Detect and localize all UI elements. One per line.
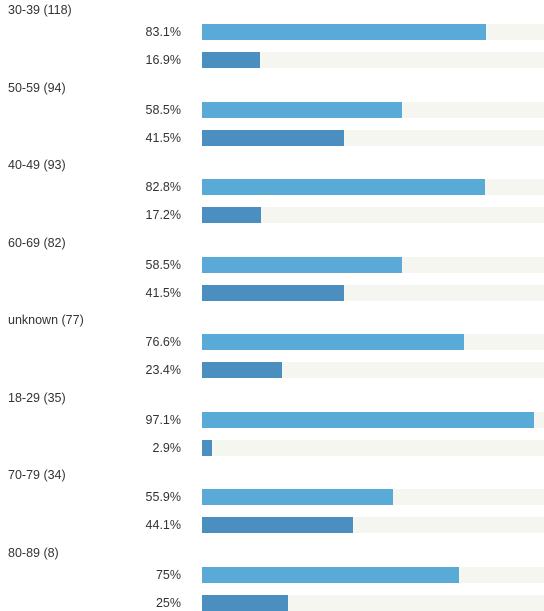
bar-value-label: 58.5%	[145, 257, 181, 272]
bar	[202, 207, 261, 223]
bar	[202, 284, 344, 301]
bar-track	[202, 101, 544, 118]
bar-track	[202, 129, 544, 146]
bar-value-label: 41.5%	[145, 285, 181, 300]
bar-track	[202, 24, 544, 40]
bar-track	[202, 411, 544, 428]
bar	[202, 24, 487, 40]
bar-track	[202, 284, 544, 301]
group-label: 40-49 (93)	[8, 158, 66, 172]
bar-value-label: 25%	[155, 595, 181, 610]
group-label: 60-69 (82)	[8, 235, 66, 250]
bar-value-label: 16.9%	[145, 53, 181, 67]
group-label: 80-89 (8)	[8, 545, 59, 560]
bar-track	[202, 207, 544, 223]
bar-value-label: 44.1%	[145, 518, 181, 532]
bar	[202, 594, 288, 611]
bar-value-label: 97.1%	[145, 412, 181, 427]
bar-value-label: 58.5%	[145, 102, 181, 117]
bar-track	[202, 362, 544, 378]
bar-track	[202, 439, 544, 456]
group-label: 50-59 (94)	[8, 80, 66, 95]
group-label: 70-79 (34)	[8, 468, 66, 482]
bar	[202, 256, 403, 273]
bar	[202, 52, 260, 68]
bar	[202, 334, 464, 350]
bar-value-label: 41.5%	[145, 130, 181, 145]
bar-track	[202, 517, 544, 533]
bar-track	[202, 256, 544, 273]
bar-track	[202, 52, 544, 68]
bar-value-label: 83.1%	[145, 25, 181, 39]
bar	[202, 179, 486, 195]
bar-track	[202, 179, 544, 195]
bar-value-label: 55.9%	[145, 490, 181, 504]
bar-value-label: 23.4%	[145, 363, 181, 377]
bar	[202, 129, 344, 146]
bar-value-label: 82.8%	[145, 180, 181, 194]
bar-value-label: 17.2%	[145, 208, 181, 222]
bar-value-label: 76.6%	[145, 335, 181, 349]
bar	[202, 566, 459, 583]
group-label: unknown (77)	[8, 313, 84, 327]
bar-value-label: 75%	[155, 567, 181, 582]
bar	[202, 411, 535, 428]
bar-track	[202, 566, 544, 583]
bar	[202, 362, 283, 378]
bar	[202, 517, 353, 533]
group-label: 30-39 (118)	[8, 3, 72, 17]
bar-track	[202, 594, 544, 611]
bar-track	[202, 334, 544, 350]
bar	[202, 489, 394, 505]
bar-track	[202, 489, 544, 505]
bar	[202, 101, 403, 118]
bar-value-label: 2.9%	[152, 440, 182, 455]
bar	[202, 439, 212, 456]
group-label: 18-29 (35)	[8, 390, 66, 405]
